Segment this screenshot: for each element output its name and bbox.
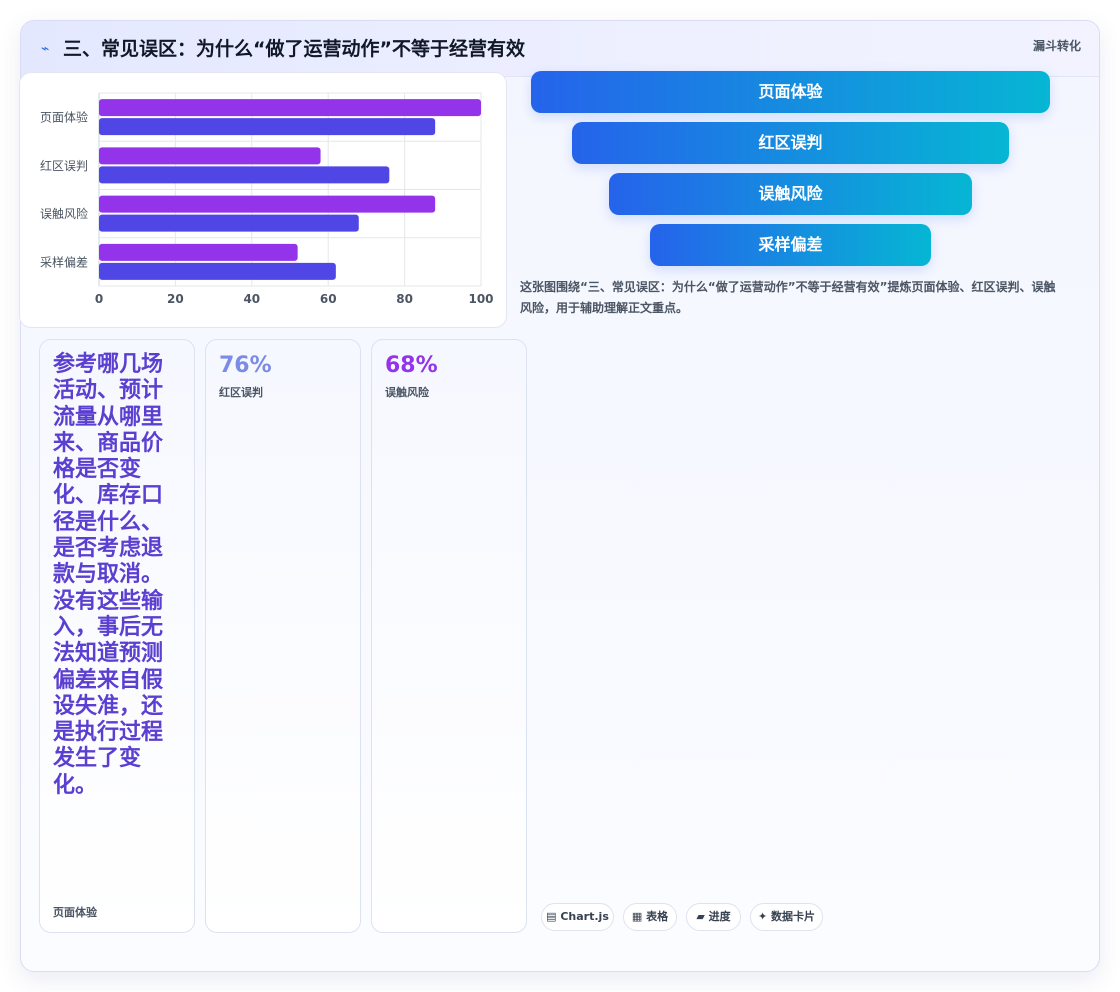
stat-label: 误触风险 bbox=[385, 386, 429, 399]
funnel-step-4: 采样偏差 bbox=[650, 224, 931, 266]
sparkle-icon: ✦ bbox=[757, 910, 768, 923]
y-tick-label: 页面体验 bbox=[40, 110, 88, 125]
pill-label: 表格 bbox=[646, 910, 669, 923]
x-tick-label: 0 bbox=[95, 292, 103, 306]
bar-chart-panel: 0 20 40 60 80 100 页面体验红区误判误触风险采样偏差 bbox=[19, 72, 507, 328]
bar bbox=[99, 262, 336, 280]
bar bbox=[99, 195, 436, 213]
y-tick-label: 红区误判 bbox=[40, 158, 88, 173]
pill-data-card[interactable]: ✦ 数据卡片 bbox=[750, 903, 823, 931]
pill-label: Chart.js bbox=[560, 910, 609, 923]
bar bbox=[99, 118, 436, 136]
x-tick-label: 20 bbox=[167, 292, 184, 306]
stat-card-misclick: 68% 误触风险 bbox=[371, 339, 527, 933]
y-tick-label: 采样偏差 bbox=[40, 254, 88, 269]
card-title: 三、常见误区：为什么“做了运营动作”不等于经营有效 bbox=[63, 38, 525, 60]
funnel-step-3: 误触风险 bbox=[609, 173, 972, 215]
stat-card-red-zone: 76% 红区误判 bbox=[205, 339, 361, 933]
stat-value: 76% bbox=[219, 353, 272, 378]
table-icon: ▦ bbox=[631, 910, 643, 923]
pill-label: 进度 bbox=[708, 910, 731, 923]
pulse-icon: ⌁ bbox=[41, 41, 50, 57]
funnel-diagram: 页面体验 红区误判 误触风险 采样偏差 bbox=[531, 71, 1051, 271]
pill-chartjs[interactable]: ▤ Chart.js bbox=[541, 903, 614, 931]
pill-table[interactable]: ▦ 表格 bbox=[623, 903, 677, 931]
funnel-step-1: 页面体验 bbox=[531, 71, 1050, 113]
x-tick-label: 40 bbox=[243, 292, 260, 306]
funnel-step-2: 红区误判 bbox=[572, 122, 1009, 164]
stat-card-body: 参考哪几场活动、预计流量从哪里来、商品价格是否变化、库存口径是什么、是否考虑退款… bbox=[53, 352, 164, 798]
category-tag: 漏斗转化 bbox=[1032, 39, 1081, 53]
chart-description: 这张图围绕“三、常见误区：为什么“做了运营动作”不等于经营有效”提炼页面体验、红… bbox=[520, 280, 1056, 315]
card-header: ⌁ 三、常见误区：为什么“做了运营动作”不等于经营有效 漏斗转化 bbox=[21, 21, 1099, 77]
bar bbox=[99, 243, 298, 261]
stat-card-text: 参考哪几场活动、预计流量从哪里来、商品价格是否变化、库存口径是什么、是否考虑退款… bbox=[39, 339, 195, 933]
x-tick-label: 80 bbox=[396, 292, 413, 306]
chart-icon: ▤ bbox=[546, 910, 557, 923]
bar bbox=[99, 147, 321, 165]
pill-label: 数据卡片 bbox=[771, 910, 816, 923]
pill-progress[interactable]: ▰ 进度 bbox=[686, 903, 741, 931]
x-tick-label: 60 bbox=[320, 292, 337, 306]
progress-icon: ▰ bbox=[696, 910, 705, 923]
y-tick-label: 误触风险 bbox=[40, 206, 88, 221]
stat-label: 红区误判 bbox=[219, 386, 263, 399]
bar bbox=[99, 99, 481, 117]
stat-value: 68% bbox=[385, 353, 438, 378]
stat-card-label: 页面体验 bbox=[53, 906, 97, 919]
bar bbox=[99, 214, 359, 232]
bar bbox=[99, 166, 390, 184]
x-tick-label: 100 bbox=[468, 292, 493, 306]
